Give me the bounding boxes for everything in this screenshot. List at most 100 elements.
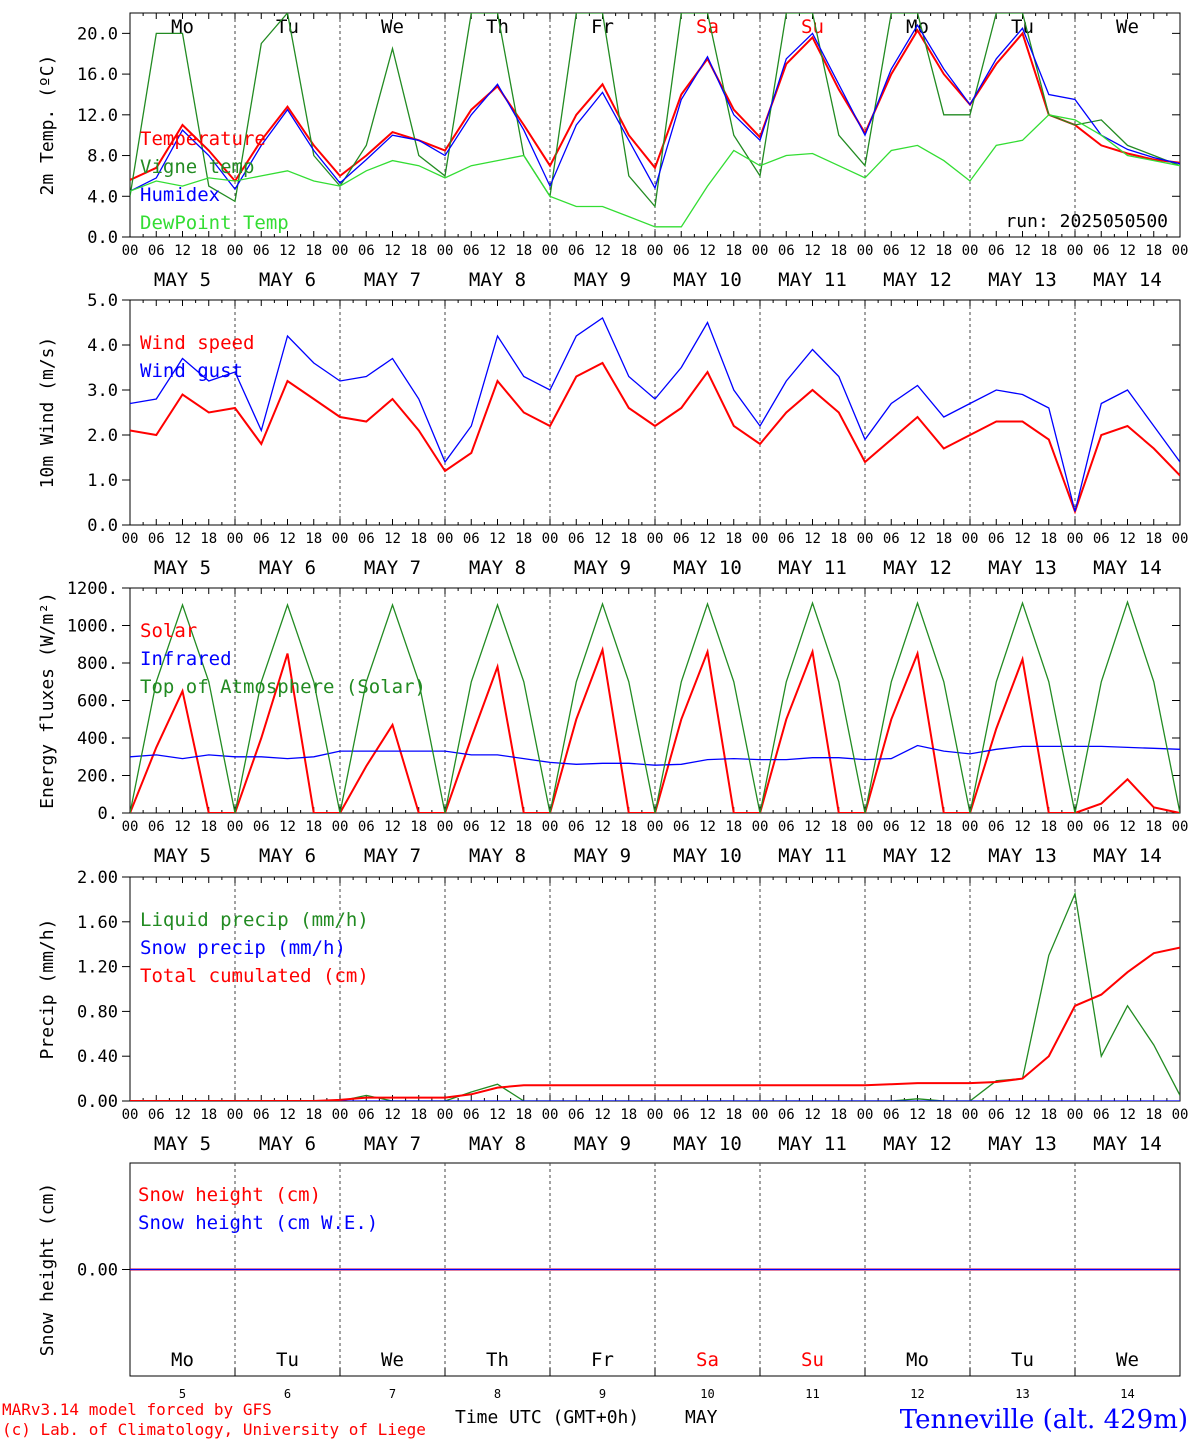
day-number-label: 11 (805, 1387, 819, 1401)
hour-tick-label: 06 (1093, 1107, 1110, 1123)
hour-tick-label: 00 (437, 243, 454, 259)
y-tick-label: 0.80 (77, 1002, 118, 1022)
y-axis-title: 10m Wind (m/s) (37, 337, 58, 489)
date-label: MAY 10 (673, 845, 742, 867)
hour-tick-label: 12 (174, 819, 191, 835)
hour-tick-label: 18 (1145, 1107, 1162, 1123)
hour-tick-label: 12 (174, 243, 191, 259)
day-number-label: 5 (179, 1387, 186, 1401)
hour-tick-label: 00 (332, 243, 349, 259)
hour-tick-label: 18 (830, 1107, 847, 1123)
hour-tick-label: 18 (1040, 531, 1057, 547)
hour-tick-label: 00 (332, 1107, 349, 1123)
hour-tick-label: 18 (725, 531, 742, 547)
hour-tick-label: 00 (542, 1107, 559, 1123)
date-label: MAY 13 (988, 1133, 1057, 1155)
date-label: MAY 6 (259, 1133, 316, 1155)
hour-tick-label: 12 (1119, 243, 1136, 259)
weekday-label: Sa (696, 1349, 719, 1371)
date-label: MAY 12 (883, 1133, 952, 1155)
hour-tick-label: 18 (305, 243, 322, 259)
hour-tick-label: 18 (1145, 531, 1162, 547)
hour-tick-label: 18 (725, 243, 742, 259)
day-number-label: 6 (284, 1387, 291, 1401)
hour-tick-label: 00 (227, 819, 244, 835)
footer-month: MAY (685, 1407, 718, 1428)
weekday-label: Sa (696, 16, 719, 38)
hour-tick-label: 12 (174, 531, 191, 547)
hour-tick-label: 18 (1145, 243, 1162, 259)
hour-tick-label: 00 (542, 243, 559, 259)
weekday-label: Th (486, 16, 509, 38)
hour-tick-label: 00 (1172, 819, 1189, 835)
hour-tick-label: 00 (437, 1107, 454, 1123)
date-label: MAY 5 (154, 557, 211, 579)
hour-tick-label: 12 (384, 819, 401, 835)
hour-tick-label: 18 (305, 819, 322, 835)
date-label: MAY 10 (673, 269, 742, 291)
hour-tick-label: 00 (647, 531, 664, 547)
hour-tick-label: 12 (594, 531, 611, 547)
y-tick-label: 600. (77, 692, 118, 712)
date-label: MAY 13 (988, 269, 1057, 291)
date-label: MAY 6 (259, 845, 316, 867)
hour-tick-label: 18 (620, 1107, 637, 1123)
hour-tick-label: 06 (988, 1107, 1005, 1123)
hour-tick-label: 12 (279, 531, 296, 547)
weekday-label: Tu (276, 1349, 299, 1371)
y-tick-label: 0.00 (77, 1261, 118, 1281)
hour-tick-label: 12 (279, 1107, 296, 1123)
hour-tick-label: 18 (830, 243, 847, 259)
hour-tick-label: 12 (489, 1107, 506, 1123)
hour-tick-label: 18 (725, 1107, 742, 1123)
hour-tick-label: 06 (568, 531, 585, 547)
y-tick-label: 5.0 (87, 291, 118, 311)
series-line-vigne-temp (130, 13, 1180, 209)
hour-tick-label: 00 (1172, 1107, 1189, 1123)
date-label: MAY 9 (574, 269, 631, 291)
weekday-label: Mo (906, 1349, 929, 1371)
date-label: MAY 8 (469, 845, 526, 867)
hour-tick-label: 18 (410, 819, 427, 835)
hour-tick-label: 18 (410, 531, 427, 547)
hour-tick-label: 12 (804, 243, 821, 259)
series-line-top-of-atmosphere-solar- (130, 600, 1180, 813)
weekday-label: Th (486, 1349, 509, 1371)
date-label: MAY 7 (364, 269, 421, 291)
hour-tick-label: 06 (463, 819, 480, 835)
hour-tick-label: 00 (1067, 1107, 1084, 1123)
hour-tick-label: 00 (962, 819, 979, 835)
weekday-label: Tu (276, 16, 299, 38)
hour-tick-label: 00 (332, 531, 349, 547)
hour-tick-label: 06 (463, 243, 480, 259)
y-tick-label: 800. (77, 654, 118, 674)
legend-entry: Humidex (140, 184, 220, 206)
footer-lab-text: (c) Lab. of Climatology, University of L… (2, 1420, 426, 1439)
date-label: MAY 11 (778, 1133, 847, 1155)
hour-tick-label: 06 (253, 1107, 270, 1123)
hour-tick-label: 00 (752, 243, 769, 259)
hour-tick-label: 06 (988, 243, 1005, 259)
hour-tick-label: 12 (1014, 1107, 1031, 1123)
y-tick-label: 16.0 (77, 65, 118, 85)
hour-tick-label: 06 (883, 243, 900, 259)
hour-tick-label: 18 (1040, 243, 1057, 259)
hour-tick-label: 06 (358, 819, 375, 835)
y-tick-label: 1.20 (77, 958, 118, 978)
hour-tick-label: 12 (909, 243, 926, 259)
date-label: MAY 10 (673, 557, 742, 579)
day-number-label: 14 (1120, 1387, 1134, 1401)
y-tick-label: 20.0 (77, 24, 118, 44)
legend-entry: Top of Atmosphere (Solar) (140, 676, 426, 698)
weekday-label: We (1116, 16, 1139, 38)
hour-tick-label: 06 (883, 1107, 900, 1123)
day-number-label: 7 (389, 1387, 396, 1401)
series-line-infrared (130, 744, 1180, 766)
date-label: MAY 11 (778, 845, 847, 867)
y-axis-title: Precip (mm/h) (37, 919, 58, 1060)
hour-tick-label: 00 (857, 819, 874, 835)
hour-tick-label: 12 (1014, 243, 1031, 259)
date-label: MAY 6 (259, 269, 316, 291)
hour-tick-label: 06 (568, 819, 585, 835)
hour-tick-label: 00 (1172, 531, 1189, 547)
